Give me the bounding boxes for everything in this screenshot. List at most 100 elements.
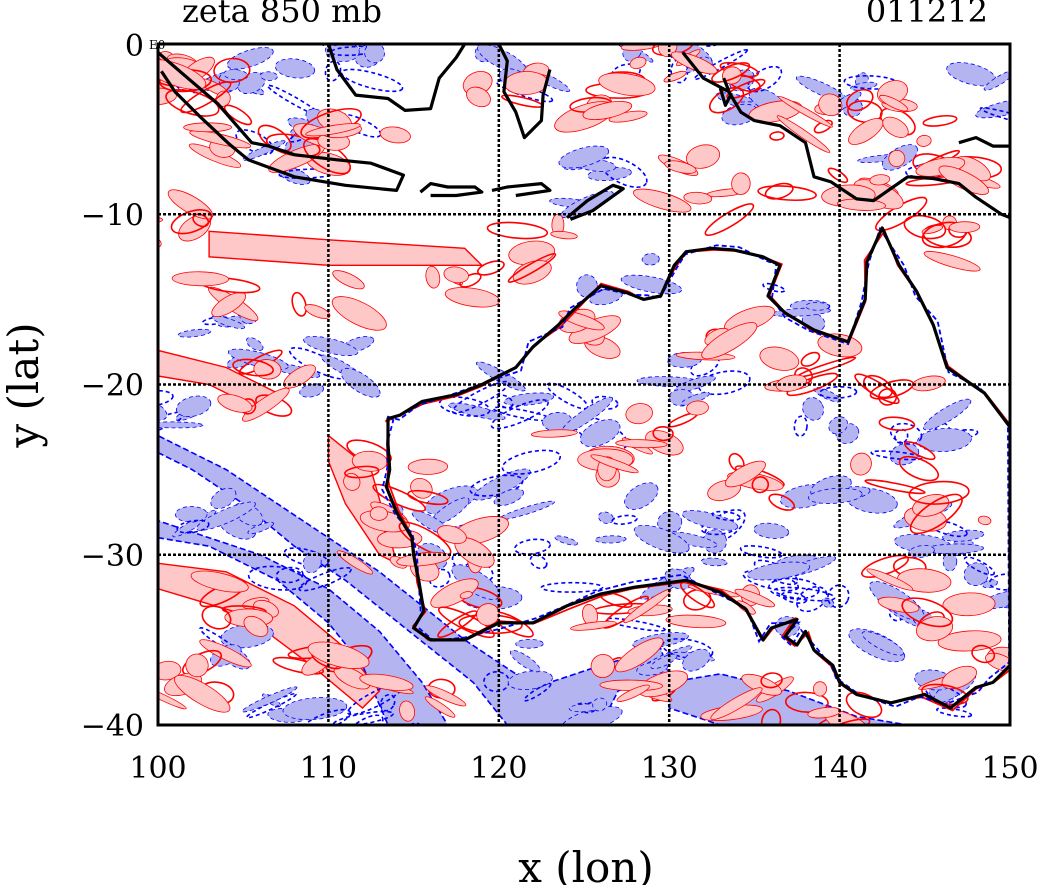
positive-vorticity-cell (407, 458, 449, 475)
positive-vorticity-cell (652, 425, 674, 442)
positive-vorticity-cell (901, 597, 954, 628)
positive-vorticity-band (327, 434, 398, 565)
negative-vorticity-cell (158, 389, 174, 409)
positive-vorticity-cell (879, 94, 909, 112)
positive-vorticity-cell (776, 115, 831, 153)
positive-vorticity-cell (437, 610, 478, 639)
x-tick-label: 140 (811, 751, 868, 786)
y-tick-label: −40 (81, 709, 144, 744)
positive-vorticity-cell (158, 216, 163, 224)
positive-vorticity-cell (307, 641, 370, 669)
island-coastline (497, 44, 552, 140)
negative-vorticity-cell (515, 638, 544, 649)
negative-vorticity-cell (682, 648, 711, 672)
island-coastline (958, 136, 1010, 148)
positive-vorticity-cell (199, 639, 252, 668)
positive-vorticity-cell (304, 304, 331, 319)
positive-vorticity-cell (866, 568, 914, 591)
positive-vorticity-cell (846, 88, 874, 112)
negative-vorticity-cell (793, 415, 808, 437)
positive-vorticity-cell (869, 174, 891, 186)
positive-vorticity-cell (751, 476, 770, 494)
positive-vorticity-cell (726, 78, 766, 100)
positive-vorticity-cell (530, 429, 578, 438)
positive-vorticity-cell (189, 130, 252, 149)
positive-vorticity-cell (213, 57, 251, 84)
positive-vorticity-cell (768, 493, 796, 511)
negative-vorticity-cell (611, 514, 638, 525)
positive-vorticity-cell (915, 616, 954, 642)
negative-vorticity-cell (503, 392, 555, 406)
positive-vorticity-cell (407, 489, 449, 506)
positive-vorticity-cell (305, 123, 361, 137)
negative-vorticity-cell (870, 450, 923, 461)
positive-vorticity-cell (977, 515, 992, 526)
positive-vorticity-cell (685, 144, 721, 169)
x-tick-label: 120 (470, 751, 527, 786)
negative-vorticity-cell (818, 385, 858, 399)
negative-vorticity-cell (963, 562, 989, 587)
negative-vorticity-cell (808, 487, 863, 504)
positive-vorticity-cell (848, 118, 884, 145)
negative-vorticity-cell (979, 106, 1010, 127)
negative-vorticity-cell (379, 693, 396, 712)
positive-vorticity-cell (847, 100, 883, 124)
positive-vorticity-cell (861, 554, 909, 578)
island-coastline (326, 44, 467, 112)
positive-vorticity-cell (332, 270, 365, 290)
negative-vorticity-cell (451, 380, 510, 414)
negative-vorticity-cell (540, 581, 604, 593)
positive-vorticity-cell (165, 88, 220, 117)
negative-vorticity-cell (174, 506, 208, 523)
positive-vorticity-cell (614, 637, 664, 673)
negative-vorticity-cell (346, 714, 384, 725)
corner-tag: E0 (149, 38, 165, 52)
positive-vorticity-cell (243, 615, 269, 637)
negative-vorticity-cell (828, 416, 848, 435)
positive-vorticity-cell (665, 614, 727, 629)
positive-vorticity-cell (211, 291, 247, 318)
positive-vorticity-cell (888, 149, 906, 168)
positive-vorticity-cell (174, 675, 231, 713)
positive-vorticity-cell (486, 221, 549, 240)
positive-vorticity-cell (425, 265, 441, 289)
positive-vorticity-cell (331, 296, 387, 331)
negative-vorticity-cell (592, 697, 608, 712)
positive-vorticity-cell (436, 525, 467, 545)
positive-vorticity-cell (201, 605, 232, 630)
negative-vorticity-cell (158, 421, 204, 429)
positive-vorticity-cell (272, 656, 324, 675)
positive-vorticity-cell (760, 672, 783, 689)
negative-vorticity-cell (210, 487, 237, 509)
positive-vorticity-cell (217, 393, 253, 413)
positive-vorticity-cell (291, 291, 307, 317)
negative-vorticity-cell (509, 649, 541, 673)
negative-vorticity-cell (340, 367, 381, 398)
negative-vorticity-cell (303, 335, 359, 357)
negative-vorticity-cell (942, 529, 985, 542)
positive-vorticity-cell (679, 581, 716, 609)
positive-vorticity-cell (598, 72, 656, 97)
positive-vorticity-cell (903, 214, 947, 240)
negative-vorticity-cell (523, 682, 552, 702)
positive-vorticity-cell (812, 681, 828, 697)
negative-vorticity-cell (773, 586, 836, 602)
island-coastline (681, 51, 1010, 220)
positive-vorticity-cell (625, 403, 653, 425)
positive-vorticity-cell (232, 358, 274, 377)
negative-vorticity-cell (693, 48, 749, 81)
positive-vorticity-cell (336, 550, 374, 575)
positive-vorticity-cell (424, 685, 467, 707)
negative-vorticity-cell (650, 653, 678, 670)
negative-vorticity-cell (242, 140, 286, 161)
negative-vorticity-cell (507, 670, 553, 690)
positive-vorticity-cell (344, 465, 380, 479)
positive-vorticity-cell (369, 506, 388, 521)
plot-frame (156, 42, 1012, 727)
negative-vorticity-cell (889, 422, 923, 445)
positive-vorticity-cell (882, 116, 909, 138)
x-axis-label: x (lon) (518, 843, 654, 885)
positive-vorticity-cell (476, 260, 505, 276)
negative-vorticity-cell (936, 707, 973, 718)
positive-vorticity-cell (820, 718, 871, 725)
